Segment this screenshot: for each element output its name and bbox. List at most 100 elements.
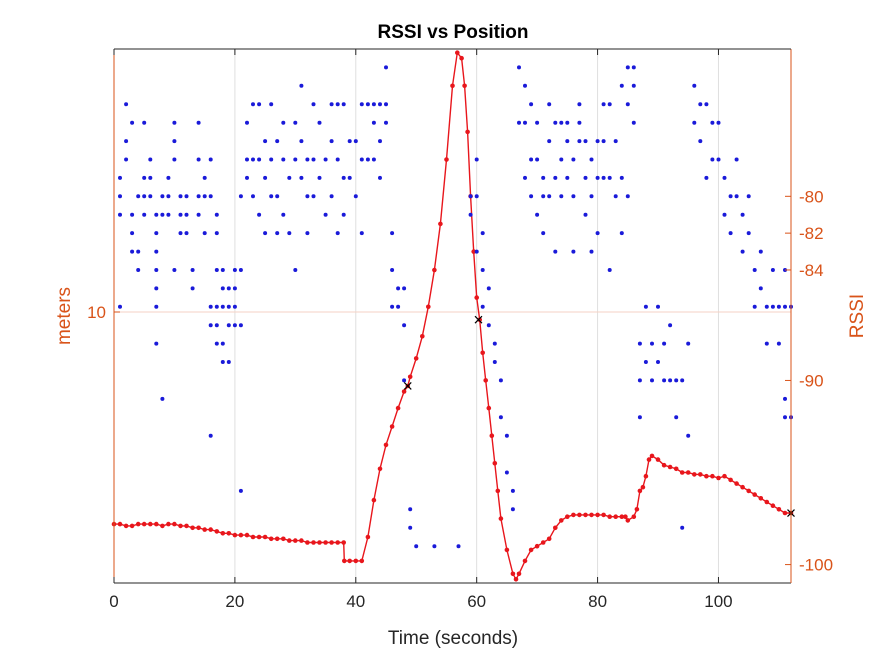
- rssi-point: [734, 157, 739, 162]
- distance-point: [692, 472, 697, 477]
- rssi-point: [166, 194, 171, 199]
- rssi-point: [142, 212, 147, 217]
- rssi-point: [238, 323, 243, 328]
- distance-point: [528, 547, 534, 553]
- rssi-point: [492, 341, 497, 346]
- distance-point: [347, 558, 353, 564]
- rssi-point: [202, 194, 207, 199]
- rssi-point: [662, 378, 667, 383]
- distance-point: [426, 304, 431, 310]
- rssi-point: [553, 175, 558, 180]
- distance-point: [335, 540, 341, 545]
- rssi-point: [601, 175, 606, 180]
- distance-point: [722, 473, 727, 479]
- rssi-point: [680, 525, 685, 530]
- x-tick-label: 80: [588, 592, 607, 611]
- rssi-point: [257, 102, 262, 107]
- rssi-point: [535, 157, 540, 162]
- rssi-point: [565, 175, 570, 180]
- distance-point: [311, 540, 316, 545]
- rssi-point: [160, 396, 165, 401]
- rssi-point: [547, 194, 552, 199]
- rssi-point: [486, 323, 491, 328]
- right-tick-label: -100: [799, 556, 833, 575]
- distance-point: [764, 499, 770, 505]
- distance-point: [184, 523, 189, 529]
- rssi-point: [432, 544, 437, 549]
- rssi-point: [504, 433, 509, 438]
- rssi-point: [130, 212, 135, 217]
- rssi-point: [287, 175, 292, 180]
- distance-point: [483, 378, 489, 383]
- rssi-point: [710, 157, 715, 162]
- distance-point: [471, 249, 477, 254]
- distance-point: [123, 523, 129, 529]
- distance-point: [287, 538, 292, 543]
- distance-point: [734, 481, 739, 486]
- rssi-point: [311, 194, 316, 199]
- rssi-point: [474, 194, 479, 199]
- rssi-point: [220, 360, 225, 364]
- rssi-point: [698, 102, 703, 107]
- rssi-point: [559, 157, 564, 162]
- rssi-point: [619, 175, 624, 180]
- rssi-point: [293, 157, 298, 162]
- distance-point: [129, 523, 135, 529]
- rssi-point: [480, 231, 485, 236]
- rssi-point: [408, 507, 413, 512]
- distance-point: [770, 503, 776, 509]
- distance-point: [413, 356, 419, 361]
- x-axis-title: Time (seconds): [388, 628, 518, 649]
- rssi-point: [686, 341, 691, 346]
- distance-point: [208, 527, 213, 532]
- rssi-point: [390, 304, 395, 309]
- rssi-point: [148, 175, 153, 180]
- rssi-point: [535, 120, 540, 125]
- distance-point: [250, 534, 256, 540]
- x-marker-stroke: [403, 382, 412, 390]
- rssi-point: [486, 286, 491, 291]
- rssi-point: [293, 268, 298, 272]
- chart-title: RSSI vs Position: [378, 22, 529, 43]
- rssi-point: [299, 83, 304, 88]
- x-marker: [474, 315, 483, 324]
- rssi-point: [535, 212, 540, 217]
- rssi-point: [523, 120, 527, 125]
- x-tick-label: 20: [225, 592, 244, 611]
- rssi-point: [752, 268, 757, 272]
- rssi-point: [232, 304, 237, 309]
- rssi-point: [517, 65, 521, 70]
- rssi-point: [299, 175, 304, 180]
- rssi-point: [783, 396, 787, 401]
- rssi-point: [275, 139, 280, 144]
- rssi-point: [359, 231, 364, 236]
- rssi-point: [166, 175, 171, 180]
- rssi-point: [474, 157, 479, 162]
- distance-point: [389, 424, 395, 429]
- rssi-point: [136, 268, 141, 272]
- rssi-point: [680, 378, 685, 383]
- rssi-point: [142, 120, 147, 125]
- rssi-point: [529, 157, 534, 162]
- distance-point: [244, 532, 250, 538]
- rssi-point: [583, 139, 588, 144]
- distance-point: [438, 221, 443, 227]
- left-axis-title: meters: [54, 287, 75, 345]
- rssi-point: [674, 415, 679, 420]
- distance-point: [305, 540, 310, 545]
- rssi-point: [154, 304, 159, 309]
- distance-point: [728, 477, 733, 483]
- distance-point: [631, 514, 637, 519]
- distance-point: [601, 512, 606, 518]
- rssi-point: [668, 378, 673, 383]
- rssi-point: [752, 304, 757, 309]
- rssi-point: [613, 139, 618, 144]
- rssi-point: [710, 120, 715, 125]
- rssi-point: [178, 212, 183, 217]
- rssi-point: [275, 194, 280, 199]
- rssi-point: [226, 360, 231, 364]
- rssi-point: [220, 304, 225, 309]
- rssi-point: [541, 194, 546, 199]
- rssi-point: [498, 378, 503, 383]
